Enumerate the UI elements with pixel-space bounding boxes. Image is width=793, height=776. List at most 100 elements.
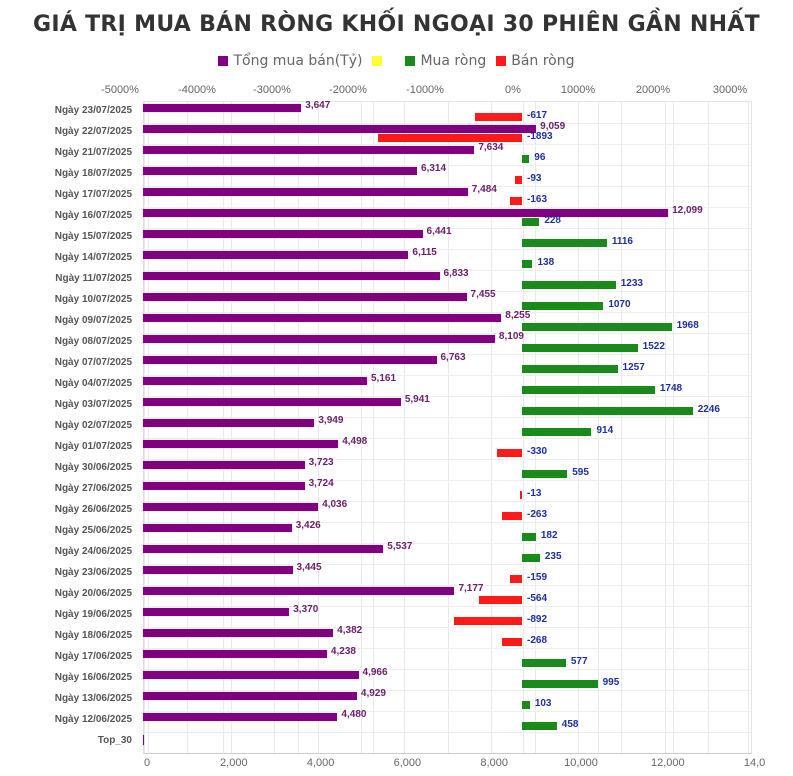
net-sell-bar[interactable] — [520, 491, 522, 499]
total-bar[interactable] — [143, 608, 290, 616]
gridline-horizontal — [144, 375, 751, 376]
category-label: Ngày 07/07/2025 — [54, 356, 132, 368]
total-bar[interactable] — [143, 314, 502, 322]
net-buy-bar[interactable] — [522, 428, 592, 436]
net-value-label: 228 — [544, 215, 561, 226]
legend-item-total[interactable]: Tổng mua bán(Tỷ) — [218, 53, 362, 69]
net-buy-bar[interactable] — [522, 155, 530, 163]
gridline-vertical — [274, 102, 276, 753]
total-bar[interactable] — [143, 125, 537, 133]
top-axis-tick: -4000% — [178, 84, 216, 96]
bottom-axis-tick: 12,000 — [650, 757, 685, 769]
total-bar[interactable] — [143, 692, 357, 700]
net-buy-bar[interactable] — [522, 470, 568, 478]
net-buy-bar[interactable] — [522, 533, 536, 541]
total-bar[interactable] — [143, 398, 401, 406]
total-bar[interactable] — [143, 251, 409, 259]
bottom-axis-tick: 14,0 — [743, 757, 766, 769]
net-buy-bar[interactable] — [522, 281, 616, 289]
total-bar[interactable] — [143, 545, 384, 553]
category-label: Ngày 13/06/2025 — [54, 692, 132, 704]
total-bar[interactable] — [143, 503, 319, 511]
category-label: Ngày 24/06/2025 — [54, 545, 132, 557]
total-bar[interactable] — [143, 629, 334, 637]
net-sell-bar[interactable] — [501, 638, 522, 646]
legend-item-sell[interactable]: Bán ròng — [496, 53, 575, 69]
total-bar[interactable] — [143, 167, 418, 175]
legend-item-yellow[interactable] — [372, 53, 387, 69]
category-label: Ngày 08/07/2025 — [54, 335, 132, 347]
net-buy-bar[interactable] — [522, 386, 655, 394]
gridline-vertical — [598, 102, 599, 753]
total-bar[interactable] — [143, 587, 455, 595]
category-label: Ngày 02/07/2025 — [54, 419, 132, 431]
net-sell-bar[interactable] — [514, 176, 522, 184]
net-buy-bar[interactable] — [522, 323, 672, 331]
net-value-label: 1257 — [622, 362, 645, 373]
net-sell-bar[interactable] — [509, 197, 522, 205]
total-bar[interactable] — [143, 293, 467, 301]
total-value-label: 6,441 — [426, 226, 452, 237]
category-label: Ngày 03/07/2025 — [54, 398, 132, 410]
total-bar[interactable] — [143, 272, 440, 280]
category-label: Ngày 01/07/2025 — [54, 440, 132, 452]
gridline-vertical — [621, 102, 623, 753]
net-buy-bar[interactable] — [522, 722, 557, 730]
net-buy-bar[interactable] — [522, 239, 607, 247]
total-bar[interactable] — [143, 440, 339, 448]
top-axis-tick: 2000% — [635, 84, 671, 96]
net-buy-bar[interactable] — [522, 554, 540, 562]
net-sell-bar[interactable] — [479, 596, 522, 604]
net-buy-bar[interactable] — [522, 659, 566, 667]
net-buy-bar[interactable] — [522, 365, 618, 373]
net-value-label: -330 — [527, 446, 548, 457]
net-value-label: 995 — [602, 677, 620, 688]
total-bar[interactable] — [143, 735, 144, 745]
top-axis-tick: 0% — [505, 84, 521, 96]
net-value-label: 235 — [544, 551, 562, 562]
net-buy-bar[interactable] — [522, 218, 540, 226]
net-sell-bar[interactable] — [454, 617, 522, 625]
gridline-vertical — [223, 102, 224, 753]
net-sell-bar[interactable] — [378, 134, 522, 142]
total-bar[interactable] — [143, 335, 495, 343]
net-buy-bar[interactable] — [522, 302, 604, 310]
net-buy-bar[interactable] — [522, 680, 598, 688]
total-bar[interactable] — [143, 419, 315, 427]
net-buy-bar[interactable] — [522, 344, 638, 352]
net-value-label: -93 — [527, 173, 542, 184]
total-bar[interactable] — [143, 188, 468, 196]
total-bar[interactable] — [143, 566, 293, 574]
total-bar[interactable] — [143, 650, 327, 658]
total-bar[interactable] — [143, 146, 475, 154]
net-value-label: 1233 — [620, 278, 643, 289]
net-sell-bar[interactable] — [475, 113, 522, 121]
total-bar[interactable] — [143, 461, 305, 469]
category-label: Ngày 04/07/2025 — [54, 377, 132, 389]
gridline-vertical — [534, 102, 536, 753]
net-buy-bar[interactable] — [522, 407, 693, 415]
total-bar[interactable] — [143, 377, 367, 385]
net-buy-bar[interactable] — [522, 260, 533, 268]
total-value-label: 3,724 — [308, 478, 334, 489]
gridline-horizontal — [144, 249, 751, 250]
total-bar[interactable] — [143, 713, 338, 721]
total-bar[interactable] — [143, 230, 423, 238]
total-bar[interactable] — [143, 356, 437, 364]
total-bar[interactable] — [143, 671, 359, 679]
total-bar[interactable] — [143, 482, 305, 490]
net-sell-bar[interactable] — [502, 512, 522, 520]
net-value-label: -892 — [527, 614, 548, 625]
total-value-label: 4,238 — [330, 646, 356, 657]
gridline-horizontal — [144, 270, 751, 271]
total-bar[interactable] — [143, 104, 302, 112]
legend-item-buy[interactable]: Mua ròng — [405, 53, 486, 69]
top-axis-tick: -3000% — [253, 84, 291, 96]
total-bar[interactable] — [143, 209, 669, 217]
net-buy-bar[interactable] — [522, 701, 530, 709]
net-sell-bar[interactable] — [509, 575, 522, 583]
net-sell-bar[interactable] — [496, 449, 522, 457]
gridline-vertical — [578, 102, 579, 753]
gridline-vertical — [448, 102, 449, 753]
total-bar[interactable] — [143, 524, 292, 532]
